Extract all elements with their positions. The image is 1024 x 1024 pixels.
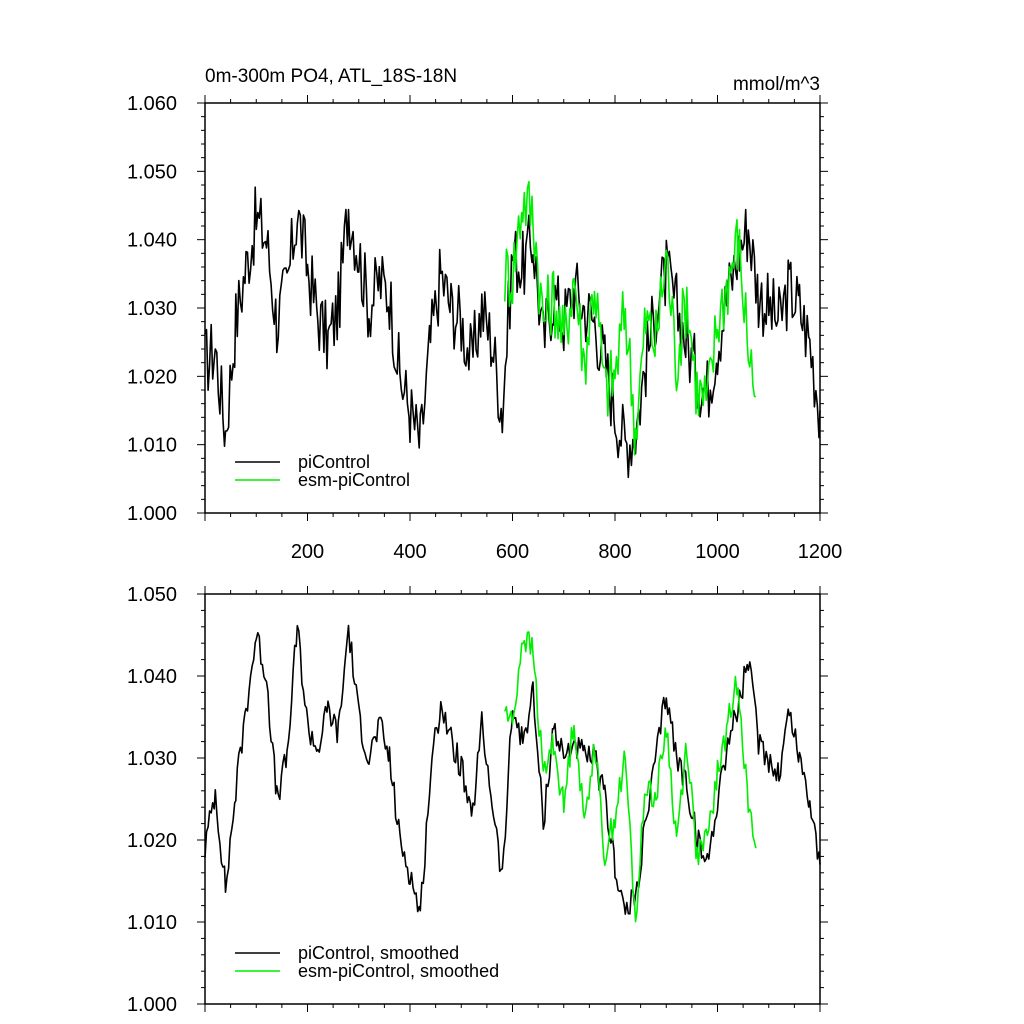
series-line-0 <box>204 624 821 915</box>
y-tick-label: 1.000 <box>127 503 177 525</box>
y-tick-label: 1.030 <box>127 748 177 770</box>
top-panel: 0m-300m PO4, ATL_18S-18N mmol/m^3 1.0001… <box>127 66 842 563</box>
top-panel-title: 0m-300m PO4, ATL_18S-18N <box>205 66 457 87</box>
legend-label-0: piControl <box>298 452 370 472</box>
y-tick-label: 1.040 <box>127 230 177 252</box>
x-tick-label: 600 <box>496 541 529 563</box>
bottom-panel: 1.000 1.010 1.020 1.030 1.040 1.050 piControl… <box>127 584 828 1016</box>
series-line-1 <box>504 631 757 923</box>
bottom-panel-ticks: 1.000 1.010 1.020 1.030 1.040 1.050 <box>127 584 828 1016</box>
top-panel-units: mmol/m^3 <box>733 74 820 95</box>
x-tick-label: 1000 <box>695 541 740 563</box>
bottom-panel-series <box>204 624 821 923</box>
y-tick-label: 1.020 <box>127 830 177 852</box>
legend-label-0: piControl, smoothed <box>298 943 459 963</box>
series-line-1 <box>504 180 757 456</box>
x-tick-label: 800 <box>598 541 631 563</box>
legend-label-1: esm-piControl, smoothed <box>298 961 499 981</box>
y-tick-label: 1.040 <box>127 666 177 688</box>
y-tick-label: 1.000 <box>127 994 177 1016</box>
y-tick-label: 1.060 <box>127 93 177 115</box>
top-panel-series <box>204 180 821 479</box>
y-tick-label: 1.010 <box>127 435 177 457</box>
x-tick-label: 200 <box>291 541 324 563</box>
legend-label-1: esm-piControl <box>298 470 410 490</box>
top-panel-ticks: 1.000 1.010 1.020 1.030 1.040 1.050 1.060 200 40… <box>127 93 842 563</box>
y-tick-label: 1.020 <box>127 366 177 388</box>
y-tick-label: 1.010 <box>127 912 177 934</box>
series-line-0 <box>204 186 821 479</box>
y-tick-label: 1.030 <box>127 298 177 320</box>
y-tick-label: 1.050 <box>127 584 177 606</box>
x-tick-label: 1200 <box>798 541 843 563</box>
x-tick-label: 400 <box>393 541 426 563</box>
y-tick-label: 1.050 <box>127 161 177 183</box>
